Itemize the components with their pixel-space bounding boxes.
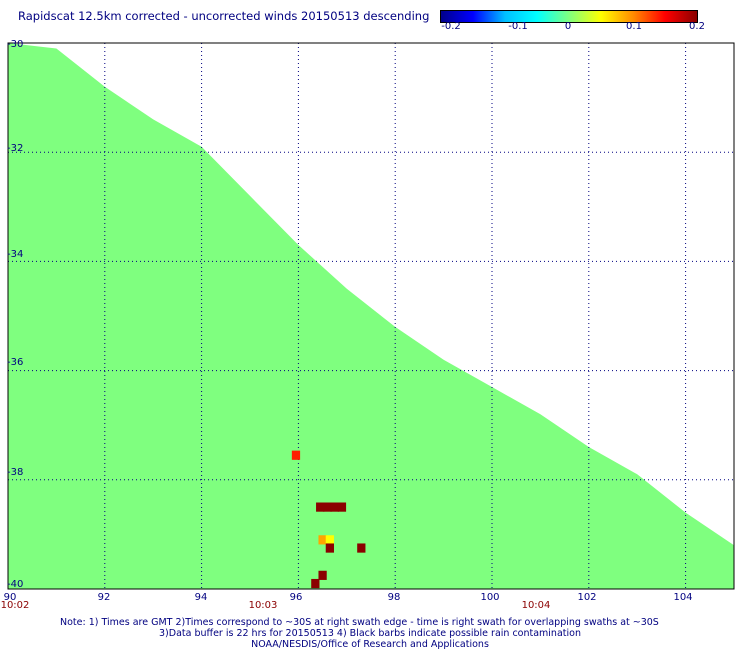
lat-label: -40 [7, 579, 24, 590]
colorbar-tick: -0.1 [508, 21, 528, 32]
difference-cell [318, 535, 327, 545]
difference-cell [316, 502, 325, 512]
colorbar-tick: 0.1 [626, 21, 642, 32]
lat-label: -32 [7, 143, 24, 154]
colorbar-tick: 0 [564, 21, 572, 32]
difference-cell [330, 502, 339, 512]
difference-cell [323, 502, 332, 512]
plot-title: Rapidscat 12.5km corrected - uncorrected… [18, 9, 430, 23]
lon-label: 96 [289, 592, 303, 603]
swath-coverage [8, 43, 734, 589]
lon-label: 102 [577, 592, 597, 603]
colorbar [440, 10, 698, 23]
difference-cell [357, 543, 366, 553]
lat-label: -34 [7, 249, 24, 260]
difference-cell [318, 570, 327, 580]
difference-cell [311, 578, 320, 589]
note-line-1: Note: 1) Times are GMT 2)Times correspon… [60, 617, 659, 628]
lon-label: 92 [97, 592, 111, 603]
lon-label: 94 [194, 592, 208, 603]
map-frame [7, 42, 735, 590]
note-line-3: NOAA/NESDIS/Office of Research and Appli… [251, 639, 489, 650]
lon-label: 90 [3, 592, 17, 603]
lat-label: -36 [7, 357, 24, 368]
time-label: 10:03 [248, 600, 278, 611]
difference-cell [291, 450, 301, 460]
lat-label: -30 [7, 39, 24, 50]
lon-label: 100 [480, 592, 500, 603]
lon-label: 104 [673, 592, 693, 603]
difference-cell [325, 535, 334, 545]
note-line-2: 3)Data buffer is 22 hrs for 20150513 4) … [159, 628, 581, 639]
colorbar-tick: -0.2 [441, 21, 461, 32]
time-label: 10:02 [0, 600, 30, 611]
time-label: 10:04 [521, 600, 551, 611]
lon-label: 98 [387, 592, 401, 603]
colorbar-tick: 0.2 [689, 21, 705, 32]
lat-label: -38 [7, 467, 24, 478]
difference-cell [325, 543, 334, 553]
difference-cell [337, 502, 347, 512]
